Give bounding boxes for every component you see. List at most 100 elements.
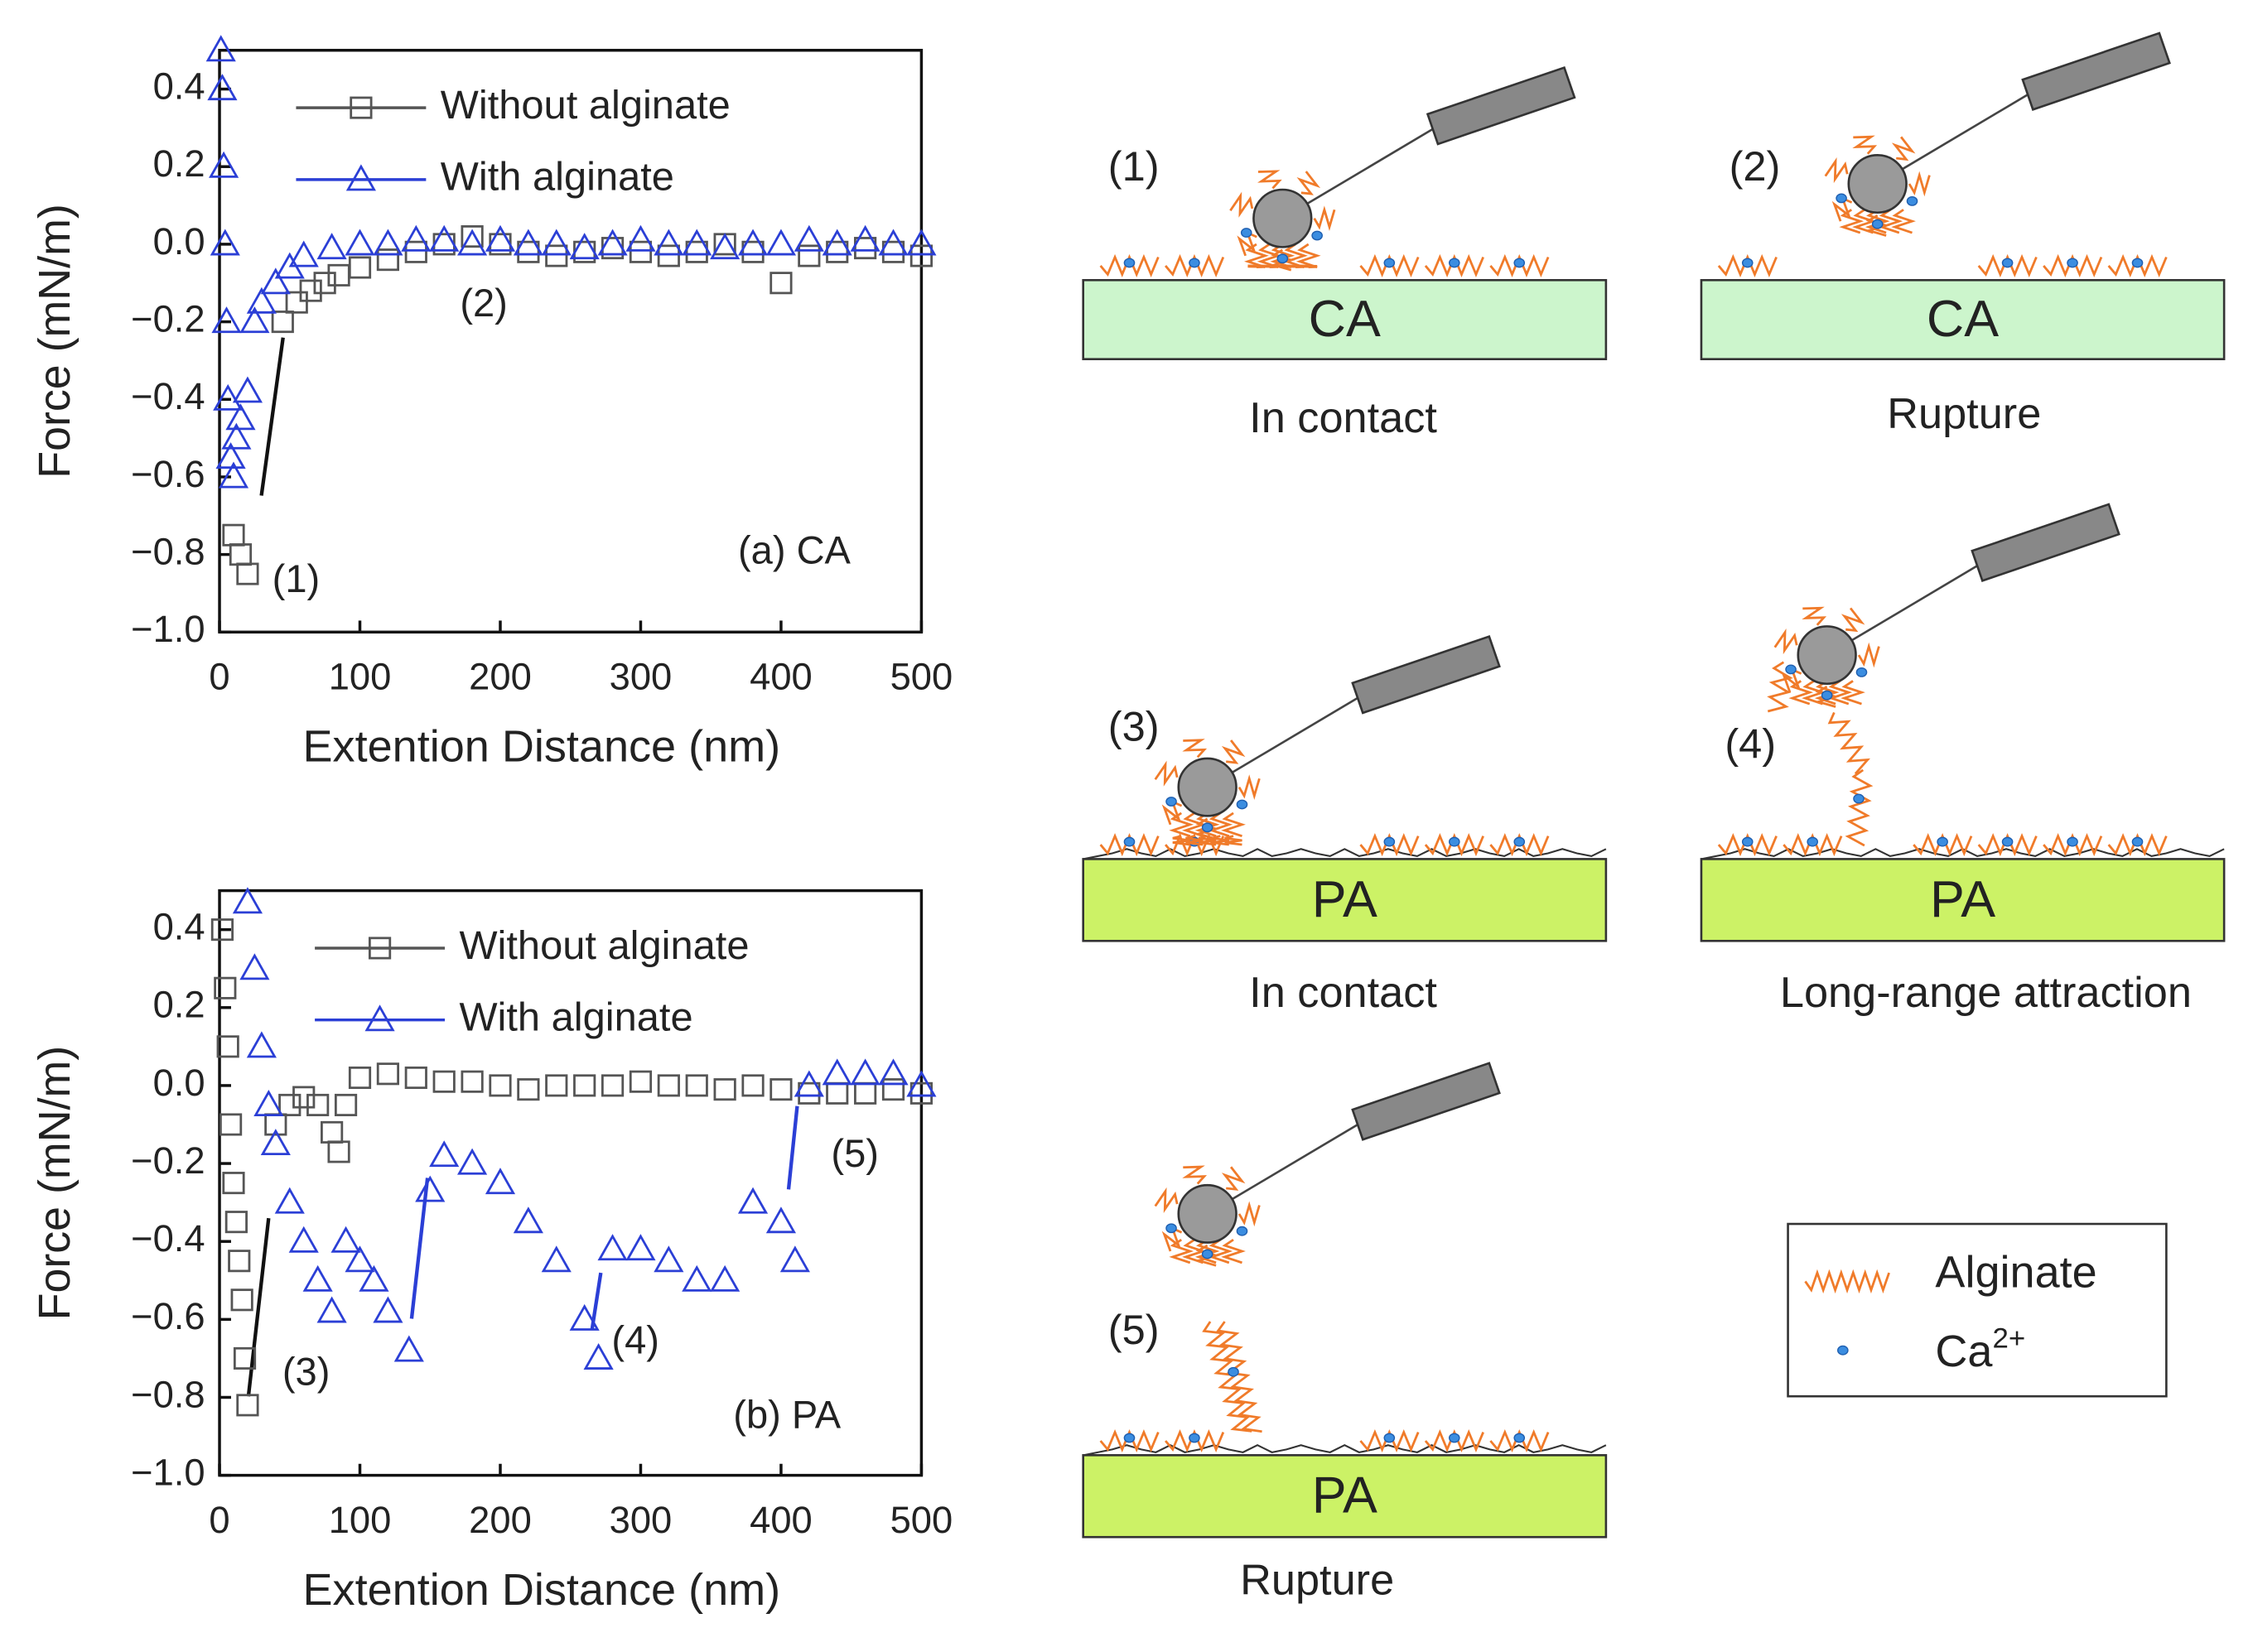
legend-marker bbox=[350, 96, 373, 119]
point bbox=[625, 1234, 656, 1261]
alginate-chain bbox=[1172, 835, 1190, 846]
panel-label: (2) bbox=[1730, 142, 1781, 190]
alginate-chain bbox=[1221, 1238, 1246, 1264]
calcium-ion bbox=[1123, 258, 1136, 268]
point bbox=[288, 240, 319, 267]
point bbox=[225, 403, 256, 431]
legend-marker bbox=[345, 164, 376, 191]
x-tick-label: 100 bbox=[329, 1499, 392, 1541]
calcium-ion bbox=[1165, 797, 1177, 807]
alginate-chain bbox=[1182, 1165, 1208, 1185]
x-tick-label: 200 bbox=[469, 656, 532, 698]
point bbox=[221, 422, 252, 450]
calcium-ion bbox=[1123, 836, 1136, 847]
alginate-chain bbox=[1216, 1321, 1262, 1433]
chart: −1.0 −0.8 −0.6 −0.4 −0.2 0.0 0.2 0.4 0 100 200 300 4… bbox=[30, 48, 953, 772]
point bbox=[239, 953, 270, 980]
y-tick-label: 0.2 bbox=[153, 984, 205, 1026]
alginate-chain bbox=[1313, 205, 1336, 232]
pointer-line bbox=[590, 1272, 603, 1330]
alginate-chain bbox=[1154, 760, 1179, 787]
y-tick-label: 0.2 bbox=[153, 142, 205, 185]
point bbox=[211, 306, 242, 334]
point bbox=[741, 1074, 765, 1097]
alginate-chain bbox=[1154, 1187, 1179, 1213]
calcium-ion bbox=[1383, 1433, 1396, 1443]
alginate-chain bbox=[1208, 1238, 1233, 1264]
alginate-chain bbox=[2043, 833, 2103, 857]
calcium-ion bbox=[1853, 793, 1865, 804]
point bbox=[373, 229, 403, 256]
alginate-chain bbox=[1237, 774, 1261, 801]
alginate-chain bbox=[1424, 833, 1484, 857]
point bbox=[214, 976, 237, 999]
y-tick-label: −1.0 bbox=[131, 1452, 205, 1494]
pointer-line bbox=[409, 1178, 430, 1319]
alginate-chain bbox=[1824, 157, 1849, 184]
cantilever bbox=[1426, 65, 1576, 146]
panel-caption: Long-range attraction bbox=[1780, 969, 2192, 1017]
point bbox=[232, 376, 263, 403]
point bbox=[222, 523, 245, 547]
panel-caption: In contact bbox=[1249, 969, 1437, 1017]
alginate-chain bbox=[1185, 835, 1204, 846]
legend-label-superscript: 2+ bbox=[1993, 1323, 2026, 1355]
point bbox=[327, 1140, 350, 1163]
cantilever bbox=[2021, 31, 2171, 111]
point bbox=[429, 1140, 460, 1168]
x-tick-label: 500 bbox=[890, 656, 953, 698]
alginate-chain bbox=[1489, 1428, 1550, 1453]
pointer-line bbox=[259, 337, 285, 496]
point bbox=[794, 1070, 824, 1097]
point bbox=[485, 1168, 516, 1195]
alginate-chain bbox=[1908, 171, 1931, 197]
calcium-ion bbox=[1189, 1433, 1200, 1443]
point bbox=[222, 1172, 245, 1195]
point bbox=[213, 383, 244, 411]
point bbox=[285, 291, 308, 314]
alginate-chain bbox=[1099, 1428, 1160, 1453]
x-axis-label: Extention Distance (nm) bbox=[303, 722, 781, 772]
calcium-ion bbox=[1383, 258, 1396, 268]
y-tick-label: 0.4 bbox=[153, 65, 205, 108]
alginate-chain bbox=[1788, 680, 1814, 706]
alginate-chain bbox=[1878, 209, 1903, 234]
point bbox=[306, 1093, 330, 1116]
point bbox=[657, 244, 680, 267]
alginate-chain bbox=[1229, 191, 1254, 218]
y-tick-label: −0.4 bbox=[131, 375, 205, 417]
diagram-panel: PA (4) Long-range attraction bbox=[1700, 503, 2226, 1017]
calcium-ion bbox=[1513, 1433, 1526, 1443]
y-tick-label: −0.8 bbox=[131, 1373, 205, 1415]
point bbox=[822, 229, 852, 256]
cantilever bbox=[1351, 1062, 1501, 1141]
alginate-chain bbox=[1977, 833, 2038, 857]
point bbox=[233, 1346, 257, 1370]
alginate-chain bbox=[1283, 243, 1308, 268]
alginate-chain bbox=[1194, 812, 1220, 837]
x-tick-label: 300 bbox=[610, 656, 673, 698]
legend-label: Without alginate bbox=[459, 923, 749, 968]
alginate-chain bbox=[1891, 209, 1916, 234]
alginate-chain bbox=[1257, 170, 1282, 190]
point bbox=[278, 1093, 302, 1116]
alginate-chain bbox=[2107, 253, 2168, 277]
legend-label: Alginate bbox=[1935, 1248, 2096, 1298]
alginate-chain bbox=[1221, 1166, 1246, 1191]
point bbox=[737, 1187, 769, 1214]
point bbox=[210, 918, 234, 942]
pointer-line bbox=[786, 1105, 799, 1190]
point bbox=[404, 240, 427, 263]
annotation: (b) PA bbox=[733, 1393, 842, 1437]
point bbox=[769, 272, 793, 295]
point bbox=[219, 1113, 243, 1136]
point bbox=[232, 887, 263, 914]
annotation-lines bbox=[246, 337, 799, 1397]
y-tick-label: 0.4 bbox=[153, 906, 205, 948]
y-axis-label: Force (mN/m) bbox=[30, 204, 80, 479]
point bbox=[313, 272, 336, 295]
pointer-line bbox=[246, 1217, 271, 1397]
point bbox=[741, 240, 765, 263]
alginate-chain bbox=[1857, 642, 1880, 668]
